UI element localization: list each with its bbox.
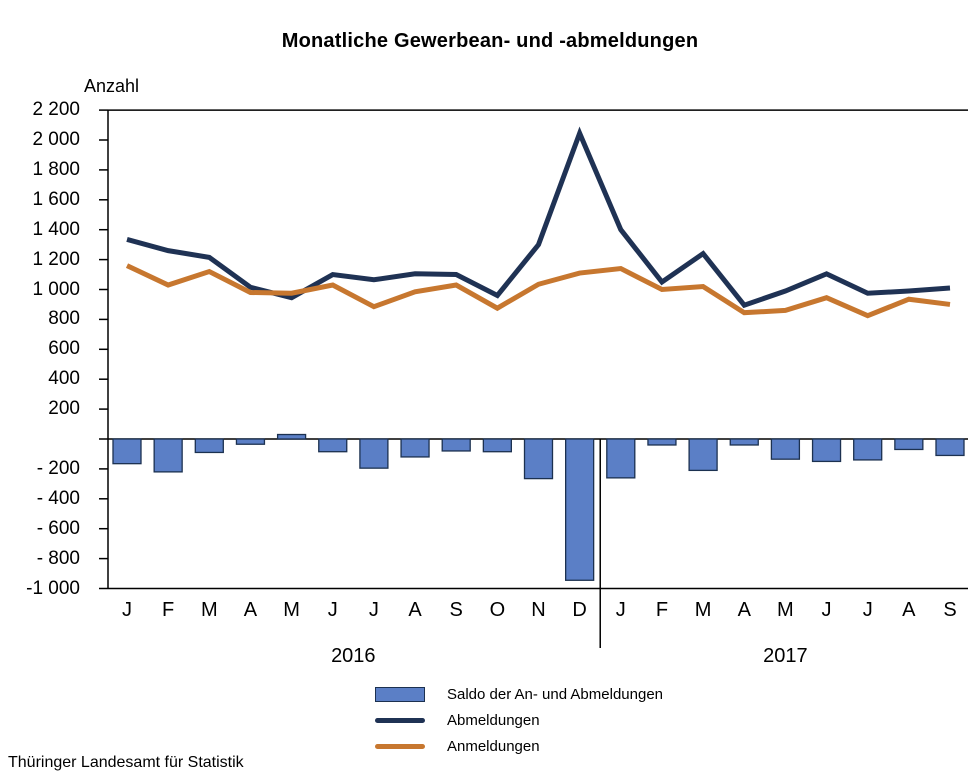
month-label: J [122,599,132,621]
month-label: M [694,599,712,621]
saldo-bar [153,438,183,473]
month-label: M [200,599,218,621]
saldo-bar [482,438,513,453]
legend-item-saldo: Saldo der An- und Abmeldungen [375,681,663,707]
saldo-bar [235,438,266,445]
saldo-bar [194,438,224,454]
y-tick-label: 800 [48,308,80,330]
month-label: M [283,599,300,621]
month-label: J [615,599,626,621]
saldo-bar [729,438,759,446]
month-label: A [243,599,258,621]
month-label: F [655,599,669,621]
saldo-bar [853,438,883,461]
y-tick-label: 1 200 [32,248,80,270]
month-label: J [821,599,832,621]
legend-label-anmeldungen: Anmeldungen [447,737,540,755]
y-tick-label: 600 [48,338,80,360]
month-label: F [162,599,175,621]
saldo-bar [935,438,965,457]
month-label: A [408,599,422,621]
year-label-2017: 2017 [763,645,808,667]
abmeldungen-line [126,126,951,309]
month-label: J [862,599,873,621]
saldo-bar [688,438,718,472]
y-tick-label: -1 000 [26,577,80,599]
month-label: O [489,599,506,621]
y-tick-label: 2 200 [32,99,80,121]
legend-item-anmeldungen: Anmeldungen [375,733,663,759]
saldo-bar [276,433,307,440]
legend-label-abmeldungen: Abmeldungen [447,711,540,729]
saldo-bar [441,438,471,452]
y-axis-title: Anzahl [84,76,140,96]
legend-item-abmeldungen: Abmeldungen [375,707,663,733]
month-label: N [531,599,546,621]
y-tick-label: 400 [48,368,80,390]
y-tick-label: - 800 [36,547,80,569]
month-label: M [777,599,794,621]
saldo-bar [894,438,924,451]
saldo-bar [606,438,636,479]
saldo-bar [112,438,142,465]
anmeldungen-line [125,263,951,319]
saldo-bar [565,438,595,581]
month-label: A [902,599,916,621]
saldo-bar [811,438,842,463]
y-tick-label: - 600 [36,517,80,539]
y-tick-label: 1 000 [32,278,80,300]
legend-swatch-anmeldungen-icon [375,743,425,749]
legend-swatch-abmeldungen-icon [375,717,425,723]
saldo-bar [318,438,348,453]
legend-swatch-saldo-icon [375,686,425,702]
month-label: D [572,599,587,621]
y-tick-label: - 200 [36,457,80,479]
saldo-bar [400,438,430,458]
year-label-2016: 2016 [331,645,376,667]
month-label: S [943,599,957,621]
y-tick-label: 200 [48,398,80,420]
month-label: A [737,599,751,621]
chart-title: Monatliche Gewerbean- und -abmeldungen [281,30,699,52]
month-label: S [449,599,463,621]
saldo-bar [359,438,389,469]
month-label: J [368,599,379,621]
saldo-bar [770,438,801,460]
y-tick-label: 1 800 [32,158,80,180]
month-label: J [327,599,338,621]
source-footer: Thüringer Landesamt für Statistik [8,754,244,771]
legend-label-saldo: Saldo der An- und Abmeldungen [447,685,663,703]
saldo-bar [647,438,677,446]
y-tick-label: 1 600 [32,188,80,210]
saldo-bar [523,438,554,480]
y-tick-label: 1 400 [32,218,80,240]
y-tick-label: 2 000 [32,129,80,150]
y-tick-label: - 400 [36,487,80,509]
legend: Saldo der An- und Abmeldungen Abmeldunge… [375,681,663,759]
